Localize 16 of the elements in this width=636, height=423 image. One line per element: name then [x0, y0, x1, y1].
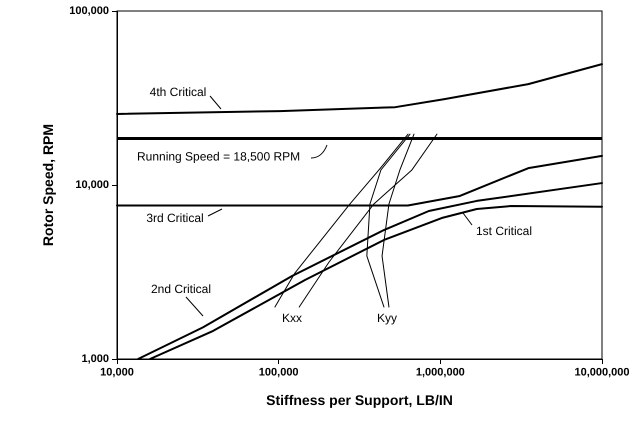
- x-tick-label: 1,000,000: [416, 366, 465, 378]
- annotation: Kyy: [376, 311, 398, 325]
- annotation: 3rd Critical: [146, 211, 204, 225]
- legend-label: Running Speed = 18,500 RPM: [137, 150, 300, 164]
- annotation: 2nd Critical: [150, 282, 212, 296]
- y-axis-title: Rotor Speed, RPM: [40, 124, 56, 246]
- annotation: 1st Critical: [476, 224, 532, 238]
- annotation: 4th Critical: [150, 85, 206, 99]
- x-tick-label: 10,000: [100, 366, 134, 378]
- x-axis-title: Stiffness per Support, LB/IN: [266, 392, 453, 408]
- y-tick-label: 10,000: [75, 179, 109, 191]
- x-tick-label: 10,000,000: [574, 366, 630, 378]
- y-tick-label: 100,000: [69, 5, 109, 17]
- x-tick-label: 100,000: [258, 366, 299, 378]
- annotation: Kxx: [282, 311, 302, 325]
- y-tick-label: 1,000: [81, 353, 109, 365]
